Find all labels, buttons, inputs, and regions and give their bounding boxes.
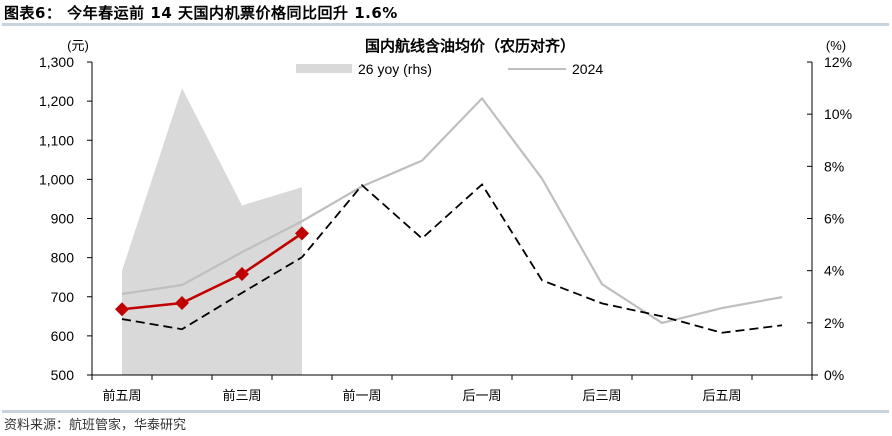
legend: 26 yoy (rhs) 2024 [296,61,603,77]
right-axis-unit: (%) [826,38,846,53]
right-tick-label: 8% [824,158,844,174]
right-tick-label: 10% [824,106,852,122]
left-tick-label: 1,000 [39,171,74,187]
axes: 1,300 1,200 1,100 1,000 900 800 700 600 500 12% 10… [39,54,852,404]
right-tick-label: 0% [824,367,844,383]
series-area-yoy [122,88,302,375]
x-category-label: 前一周 [342,388,381,404]
series-line-dashed [121,183,783,334]
legend-swatch-area [296,64,352,73]
bottom-divider [2,410,889,413]
left-tick-label: 700 [51,289,75,305]
series-line-2024 [121,96,783,325]
left-tick-label: 500 [51,367,75,383]
chart-title: 国内航线含油均价（农历对齐） [365,37,575,55]
x-category-label: 前五周 [102,388,141,404]
series-line-red [121,232,303,311]
x-category-label: 后五周 [702,389,741,404]
right-tick-label: 12% [824,54,852,70]
source-note: 资料来源：航班管家，华泰研究 [4,418,187,433]
x-category-label: 前三周 [222,388,261,404]
left-tick-label: 800 [51,250,75,266]
diamond-marker-icon [295,226,309,241]
diamond-marker-icon [175,296,189,311]
right-tick-label: 2% [824,315,844,331]
left-tick-label: 1,200 [39,93,74,109]
left-tick-label: 900 [51,211,75,227]
x-category-label: 后三周 [582,389,621,404]
right-tick-label: 6% [824,211,844,227]
right-tick-label: 4% [824,263,844,279]
left-axis-unit: (元) [67,38,89,53]
diamond-marker-icon [115,302,129,317]
left-tick-label: 1,300 [39,54,74,70]
figure-title: 图表6： 今年春运前 14 天国内机票价格同比回升 1.6% [4,4,398,22]
legend-label-2024: 2024 [572,61,603,77]
legend-label-area: 26 yoy (rhs) [358,61,432,77]
plot-area [115,88,783,375]
x-category-label: 后一周 [462,389,501,404]
left-tick-label: 1,100 [39,132,74,148]
diamond-marker-icon [235,267,249,282]
left-tick-label: 600 [51,328,75,344]
top-divider [2,23,889,26]
